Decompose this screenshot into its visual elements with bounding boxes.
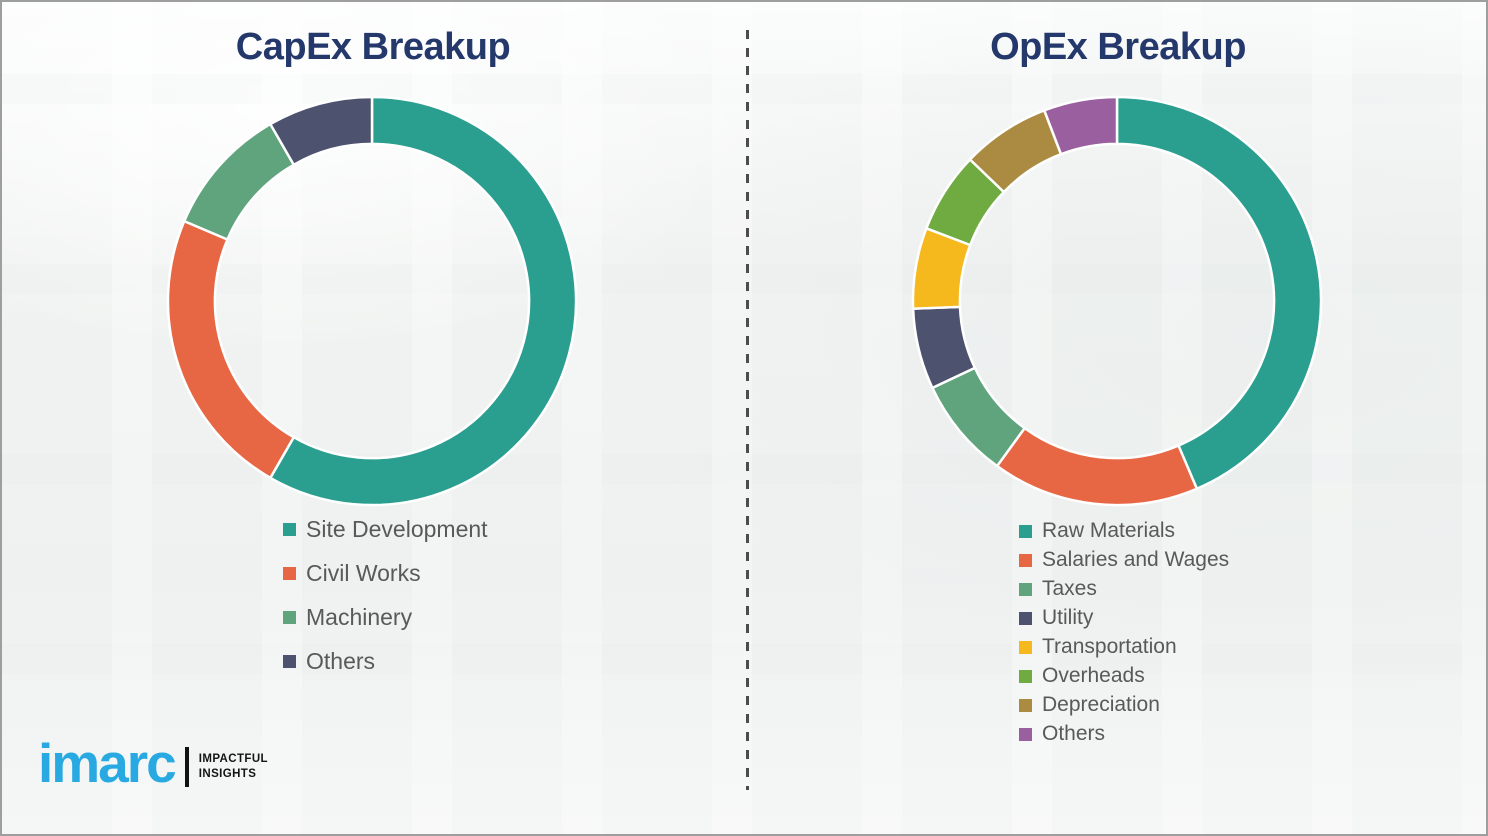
capex-slice-civil-works [166, 219, 295, 480]
legend-label: Utility [1042, 606, 1094, 629]
legend-label: Overheads [1042, 664, 1145, 687]
opex-chart-title: OpEx Breakup [990, 26, 1246, 68]
legend-label: Others [1042, 722, 1106, 745]
opex-legend: Raw Materials Salaries and Wages Taxes Util… [1019, 519, 1229, 751]
opex-slice-raw-materials [1115, 95, 1323, 490]
opex-donut-chart [911, 95, 1323, 507]
legend-swatch-icon [1019, 553, 1032, 567]
legend-swatch-icon [283, 567, 296, 580]
opex-legend-item-overheads: Overheads [1019, 664, 1229, 688]
legend-label: Transportation [1042, 635, 1177, 658]
legend-swatch-icon [283, 523, 296, 536]
legend-swatch-icon [1019, 698, 1032, 712]
legend-label: Raw Materials [1042, 519, 1176, 542]
legend-swatch-icon [1019, 727, 1032, 741]
legend-swatch-icon [283, 655, 296, 668]
opex-legend-item-taxes: Taxes [1019, 577, 1229, 601]
opex-slice-salaries-and-wages [995, 426, 1199, 507]
capex-slice-others [269, 95, 374, 167]
legend-label: Depreciation [1042, 693, 1160, 716]
imarc-logo: imarc IMPACTFUL INSIGHTS [38, 732, 268, 794]
legend-label: Others [306, 648, 376, 674]
legend-swatch-icon [1019, 524, 1032, 538]
opex-legend-item-transportation: Transportation [1019, 635, 1229, 659]
legend-label: Machinery [306, 604, 413, 630]
opex-legend-item-salaries-and-wages: Salaries and Wages [1019, 548, 1229, 572]
legend-swatch-icon [1019, 669, 1032, 683]
opex-slice-others [1043, 95, 1119, 156]
logo-tagline: IMPACTFUL INSIGHTS [199, 752, 268, 782]
logo-tagline-line1: IMPACTFUL [198, 752, 268, 765]
imarc-logo-wordmark: imarc [38, 732, 177, 794]
legend-swatch-icon [1019, 582, 1032, 596]
legend-swatch-icon [1019, 640, 1032, 654]
legend-label: Site Development [306, 516, 488, 542]
capex-legend: Site Development Civil Works Machinery Othe… [283, 516, 488, 692]
capex-slice-machinery [183, 122, 295, 241]
capex-chart-title: CapEx Breakup [235, 26, 511, 68]
logo-divider-bar [184, 746, 189, 787]
capex-legend-item-site-development: Site Development [283, 516, 488, 543]
capex-legend-item-machinery: Machinery [283, 604, 488, 631]
opex-legend-item-utility: Utility [1019, 606, 1229, 630]
capex-donut-chart [166, 95, 578, 507]
capex-legend-item-civil-works: Civil Works [283, 560, 488, 587]
legend-label: Salaries and Wages [1042, 548, 1230, 571]
opex-legend-item-depreciation: Depreciation [1019, 693, 1229, 717]
logo-tagline-line2: INSIGHTS [198, 767, 257, 780]
legend-label: Civil Works [306, 560, 421, 586]
capex-legend-item-others: Others [283, 648, 488, 675]
legend-swatch-icon [1019, 611, 1032, 625]
opex-legend-item-others: Others [1019, 722, 1229, 746]
vertical-dashed-divider [746, 30, 749, 790]
legend-swatch-icon [283, 611, 296, 624]
opex-legend-item-raw-materials: Raw Materials [1019, 519, 1229, 543]
legend-label: Taxes [1042, 577, 1097, 600]
capex-slice-site-development [269, 95, 578, 507]
